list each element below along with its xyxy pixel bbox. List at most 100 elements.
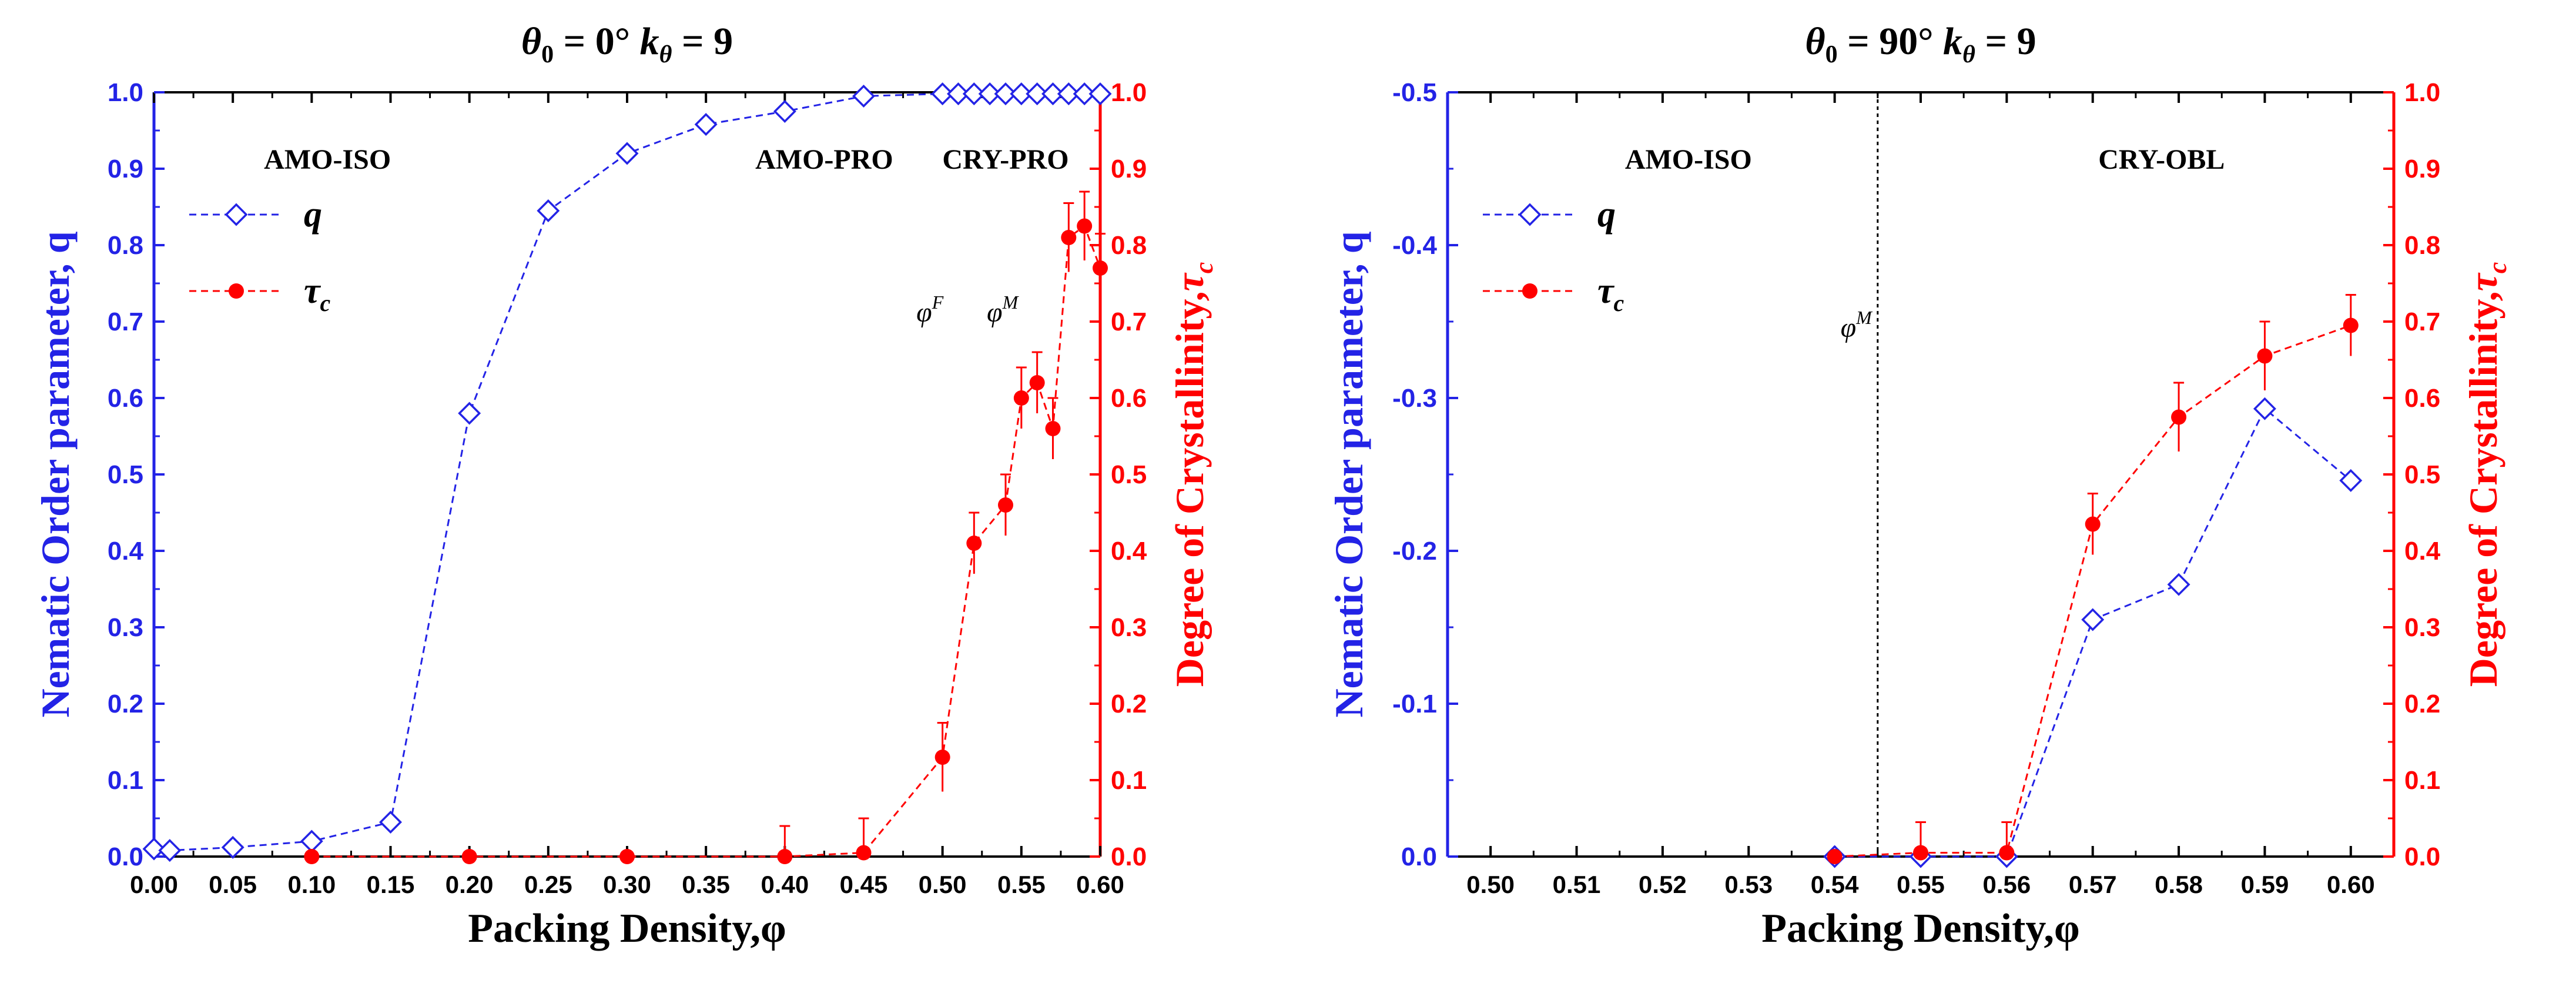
data-point-q [1073, 82, 1096, 106]
data-point-tau [966, 536, 982, 551]
title-subscript: 0 [541, 41, 554, 68]
data-point-q [379, 811, 402, 834]
y-right-tick-label: 0.9 [1111, 155, 1147, 183]
legend-label-tau: τc [1597, 271, 1624, 316]
y-right-tick-label: 0.5 [1111, 460, 1147, 489]
y-right-label-subscript: c [2483, 262, 2512, 274]
title-end: = 9 [1975, 20, 2036, 63]
x-tick-label: 0.60 [2327, 871, 2375, 898]
data-point-tau [1913, 845, 1928, 861]
density-annotation: φM [987, 292, 1020, 328]
x-axis-label: Packing Density,φ [468, 906, 786, 951]
data-point-tau [2257, 348, 2273, 364]
y-left-axis-label: Nematic Order parameter, q [1326, 231, 1371, 717]
data-point-tau [1013, 390, 1029, 406]
data-point-q [1057, 82, 1080, 106]
title-subscript: 0 [1825, 41, 1838, 68]
x-tick-label: 0.15 [367, 871, 415, 898]
x-tick-label: 0.53 [1724, 871, 1773, 898]
x-tick-label: 0.25 [524, 871, 572, 898]
data-point-q [1088, 82, 1112, 106]
legend-marker-tau [1522, 283, 1537, 299]
x-tick-label: 0.59 [2241, 871, 2289, 898]
y-right-label-text: Degree of Crystallinity, [1167, 291, 1212, 687]
x-tick-label: 0.51 [1553, 871, 1601, 898]
y-right-tick-label: 0.0 [1111, 842, 1147, 871]
legend-marker-q [225, 203, 248, 226]
data-point-tau [619, 849, 635, 864]
legend-label-q: q [1597, 195, 1616, 235]
y-right-tick-label: 0.7 [1111, 307, 1147, 336]
y-right-tick-label: 0.4 [1111, 537, 1147, 566]
x-tick-label: 0.55 [997, 871, 1046, 898]
x-axis-label: Packing Density,φ [1761, 906, 2080, 951]
x-tick-label: 0.56 [1982, 871, 2031, 898]
data-point-q [994, 82, 1017, 106]
chart-title: θ0 = 90° kθ = 9 [1805, 20, 2036, 68]
y-left-tick-label: 0.0 [1401, 842, 1437, 871]
data-point-q [2253, 397, 2276, 420]
y-left-axis-label: Nematic Order parameter, q [33, 231, 78, 717]
y-right-tick-label: 0.0 [2404, 842, 2440, 871]
y-right-label-subscript: c [1190, 262, 1218, 274]
y-right-label-tau: τ [2461, 272, 2505, 291]
data-point-q [947, 82, 970, 106]
y-right-tick-label: 0.3 [1111, 613, 1147, 642]
data-point-q [852, 85, 875, 108]
chart-panel-1: θ0 = 0° kθ = 90.00 0.05 0.10 0.15 0.20 0.25 0.… [33, 20, 1218, 951]
title-mid: = 0° [554, 20, 640, 63]
y-left-tick-label: 0.5 [108, 460, 143, 489]
y-right-tick-label: 0.1 [2404, 766, 2440, 795]
data-point-tau [2085, 516, 2101, 532]
y-left-tick-label: -0.1 [1392, 690, 1437, 718]
annotation-phi: φ [987, 297, 1003, 328]
data-point-tau [461, 849, 477, 864]
data-point-q [694, 113, 718, 136]
phase-annotation: CRY-OBL [2098, 144, 2225, 175]
y-right-label-text: Degree of Crystallinity, [2461, 291, 2505, 687]
y-right-tick-label: 0.4 [2404, 537, 2441, 566]
y-right-tick-label: 0.6 [2404, 384, 2440, 413]
chart-title: θ0 = 0° kθ = 9 [521, 20, 733, 68]
annotation-superscript: M [1855, 307, 1873, 328]
data-point-q [931, 82, 954, 106]
data-point-q [2339, 469, 2363, 492]
x-tick-label: 0.05 [209, 871, 257, 898]
series-line-tau [1834, 325, 2351, 858]
y-right-tick-label: 1.0 [2404, 78, 2440, 107]
annotation-phi: φ [916, 297, 932, 328]
data-point-q [142, 837, 166, 861]
data-point-tau [1029, 375, 1045, 390]
legend-tau: τ [304, 271, 321, 311]
title-k: k [640, 20, 659, 63]
legend-tau-subscript: c [320, 290, 331, 316]
legend-label-tau: τc [304, 271, 331, 316]
data-point-q [978, 82, 1001, 106]
data-point-q [2167, 573, 2190, 596]
y-left-tick-label: 0.0 [108, 842, 143, 871]
data-point-tau [304, 849, 320, 864]
data-point-tau [1827, 849, 1843, 864]
annotation-superscript: M [1002, 292, 1020, 313]
annotation-phi: φ [1841, 312, 1857, 343]
y-left-tick-label: 0.7 [108, 307, 143, 336]
y-left-tick-label: -0.4 [1392, 231, 1437, 260]
data-point-tau [1061, 230, 1077, 245]
phase-annotation: AMO-PRO [755, 144, 893, 175]
density-annotation: φM [1841, 307, 1874, 343]
title-k-subscript: θ [659, 41, 672, 68]
y-left-tick-label: 0.8 [108, 231, 143, 260]
x-tick-label: 0.20 [445, 871, 494, 898]
series-line-q [1834, 407, 2351, 858]
x-tick-label: 0.60 [1076, 871, 1124, 898]
y-right-label-tau: τ [1167, 272, 1212, 291]
data-point-tau [1999, 845, 2015, 861]
y-right-tick-label: 0.1 [1111, 766, 1147, 795]
title-theta: θ [1805, 20, 1825, 63]
data-point-q [221, 835, 244, 859]
annotation-superscript: F [932, 292, 944, 313]
y-right-tick-label: 0.7 [2404, 307, 2440, 336]
data-point-q [615, 142, 639, 165]
